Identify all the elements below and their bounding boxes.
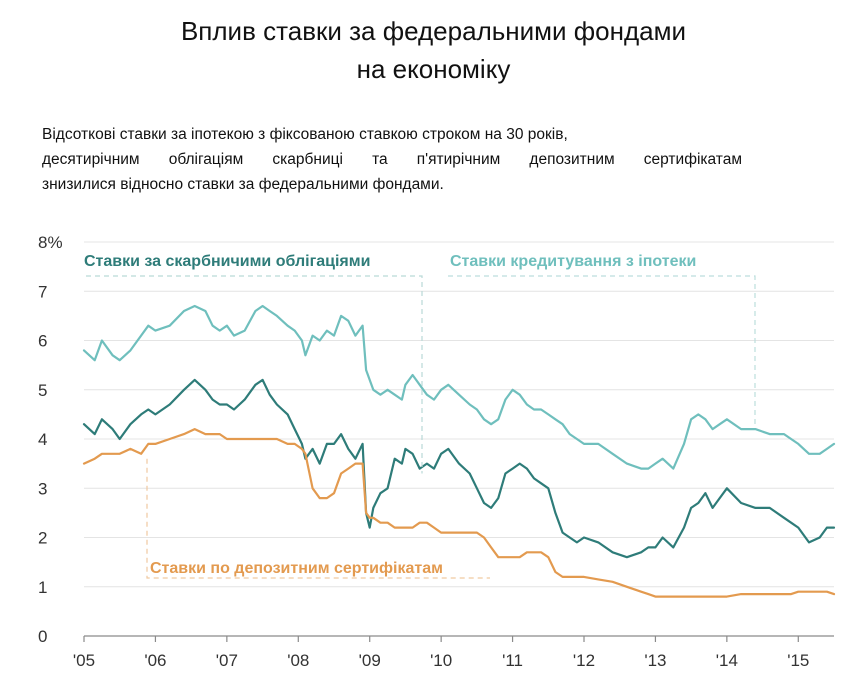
series-line-3 xyxy=(82,428,836,598)
y-tick-label: 0 xyxy=(38,627,47,646)
chart-subtitle-line-1: Відсоткові ставки за іпотекою з фіксован… xyxy=(42,126,568,143)
chart-subtitle: Відсоткові ставки за іпотекою з фіксован… xyxy=(42,122,742,197)
x-tick-label: '13 xyxy=(644,651,666,670)
series-line-1 xyxy=(82,304,836,470)
x-tick-label: '14 xyxy=(716,651,738,670)
x-tick-label: '09 xyxy=(359,651,381,670)
series-lines xyxy=(82,304,836,598)
chart-title-line-1: Вплив ставки за федеральними фондами xyxy=(180,16,687,46)
x-tick-label: '10 xyxy=(430,651,452,670)
leader-line-cd xyxy=(146,458,490,579)
x-tick-label: '15 xyxy=(787,651,809,670)
leader-line-treasury xyxy=(86,275,423,474)
y-tick-label: 8% xyxy=(38,233,63,252)
chart-title: Вплив ставки за федеральними фондами на … xyxy=(0,12,867,88)
legend-label-treasury: Ставки за скарбничими облігаціями xyxy=(84,253,370,270)
x-tick-label: '11 xyxy=(502,651,523,670)
y-tick-label: 7 xyxy=(38,282,47,301)
y-tick-label: 4 xyxy=(38,430,47,449)
x-tick-label: '06 xyxy=(144,651,166,670)
chart-title-line-2: на економіку xyxy=(356,54,511,84)
y-tick-label: 5 xyxy=(38,381,47,400)
chart-subtitle-line-3: знизилися відносно ставки за федеральним… xyxy=(42,176,444,193)
x-tick-label: '08 xyxy=(287,651,309,670)
x-tick-label: '05 xyxy=(73,651,95,670)
y-tick-label: 6 xyxy=(38,332,47,351)
leader-line-mortgage xyxy=(448,275,756,425)
x-tick-label: '07 xyxy=(216,651,238,670)
grid-lines xyxy=(84,241,834,588)
y-tick-label: 3 xyxy=(38,479,47,498)
legend-label-cd: Ставки по депозитним сертифікатам xyxy=(150,560,443,577)
legend-label-mortgage: Ставки кредитування з іпотеки xyxy=(450,253,696,270)
y-tick-label: 2 xyxy=(38,529,47,548)
axes: 8% 7 6 5 4 3 2 1 0 '05 '06 '07 '08 '09 '10 '11 '12 '13 '14… xyxy=(38,233,834,670)
annotations: Ставки за скарбничими облігаціями Ставки … xyxy=(84,253,756,579)
chart-subtitle-line-2: десятирічним облігаціям скарбниці та п'я… xyxy=(42,151,742,168)
series-line-2 xyxy=(82,378,836,559)
x-tick-label: '12 xyxy=(573,651,595,670)
y-tick-label: 1 xyxy=(38,578,47,597)
